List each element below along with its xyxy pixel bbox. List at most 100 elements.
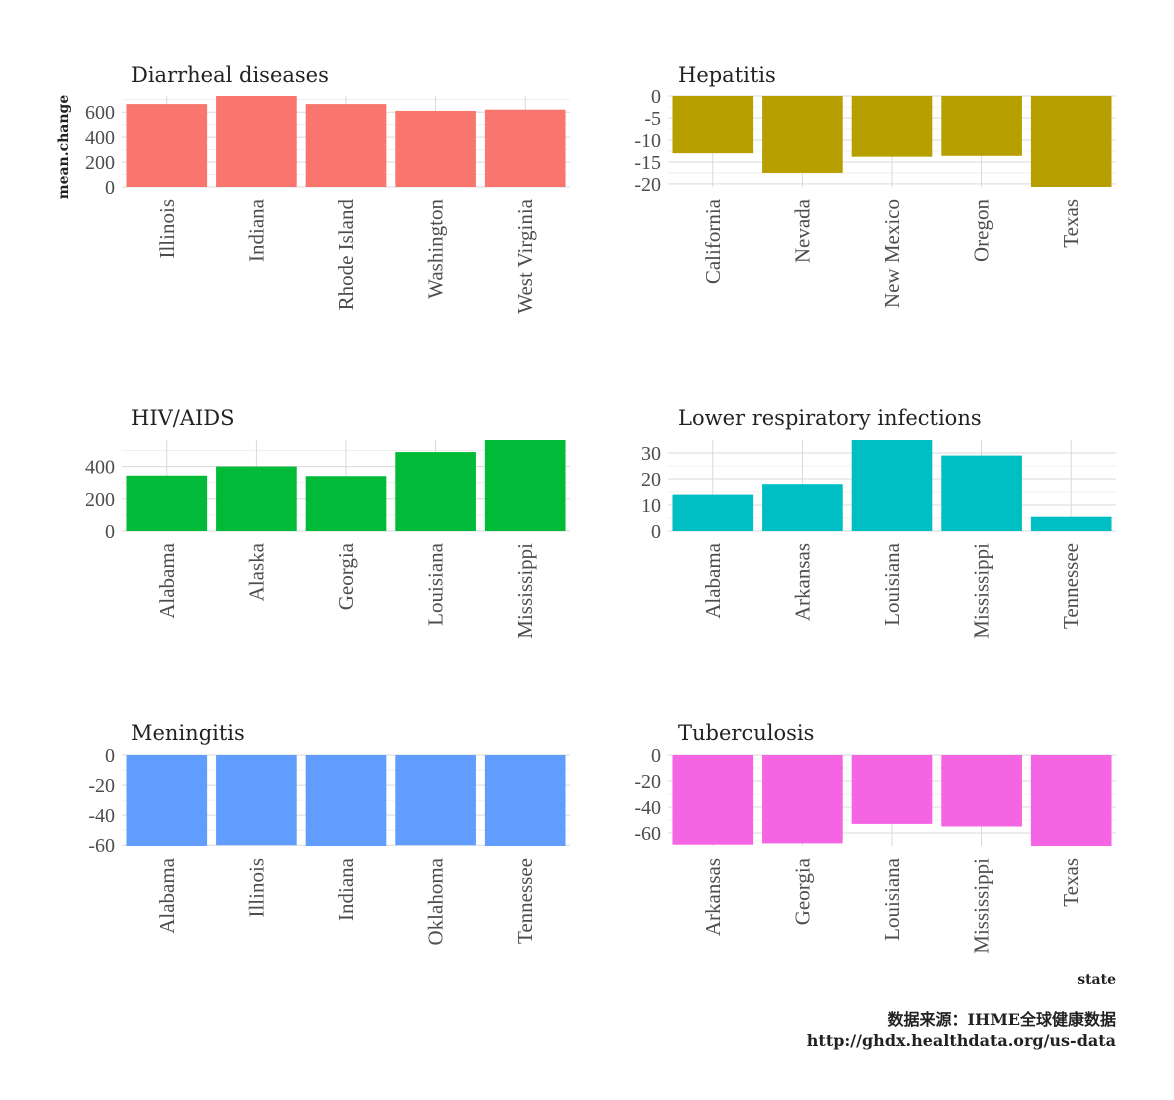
x-tick-label: Tennessee: [1059, 543, 1083, 629]
bar-mississippi: [941, 455, 1022, 531]
bar-alabama: [126, 475, 208, 531]
panel-title: Meningitis: [131, 721, 245, 745]
y-tick-label: -40: [88, 805, 115, 827]
y-tick-label: -40: [634, 797, 661, 819]
bar-arkansas: [762, 484, 843, 531]
panel-2: 0-5-10-15-20 California Nevada New Mexico Or…: [634, 63, 1116, 308]
bar-tennessee: [484, 755, 566, 846]
x-tick-label: Illinois: [155, 199, 179, 259]
x-tick-label: Alabama: [155, 857, 179, 933]
x-tick-label: West Virginia: [513, 198, 537, 313]
bar-georgia: [305, 476, 387, 531]
y-tick-label: -20: [634, 771, 661, 793]
x-tick-label: Arkansas: [790, 543, 814, 621]
y-tick-label: 0: [651, 745, 661, 767]
x-tick-label: New Mexico: [880, 199, 904, 308]
x-tick-label: Louisiana: [880, 542, 904, 625]
y-tick-label: 0: [651, 521, 661, 543]
y-tick-label: -15: [634, 152, 661, 174]
x-tick-label: Arkansas: [701, 858, 725, 936]
bar-west-virginia: [484, 109, 566, 187]
x-tick-label: Texas: [1059, 858, 1083, 907]
y-tick-label: 0: [105, 177, 115, 199]
y-tick-label: 400: [85, 127, 115, 149]
y-tick-label: 600: [85, 102, 115, 124]
bar-arkansas: [672, 755, 754, 845]
bar-louisiana: [851, 440, 933, 531]
bar-new-mexico: [851, 96, 933, 157]
panel-1: 0 200 400 600 Illinois Indiana Rhode Island Was…: [85, 63, 570, 314]
panel-title: HIV/AIDS: [131, 406, 235, 430]
bar-rhode-island: [305, 104, 387, 187]
panel-6: 0 -20 -40 -60 Arkansas Georgia Louisiana Missis…: [634, 721, 1116, 954]
x-tick-label: Alabama: [155, 542, 179, 618]
y-tick-label: 30: [641, 443, 661, 465]
y-tick-label: 0: [651, 86, 661, 108]
y-tick-label: -20: [88, 775, 115, 797]
panel-3: 0 200 400 Alabama Alaska Georgia Louisiana Miss…: [85, 406, 570, 639]
bar-alabama: [126, 755, 208, 846]
y-tick-label: 400: [85, 457, 115, 479]
panel-5: 0 -20 -40 -60 Alabama Illinois Indiana Oklahoma…: [88, 721, 570, 945]
x-tick-label: Oregon: [970, 199, 994, 262]
panel-title: Tuberculosis: [678, 721, 814, 745]
y-tick-label: -20: [634, 174, 661, 196]
x-tick-label: Texas: [1059, 199, 1083, 248]
caption-url: http://ghdx.healthdata.org/us-data: [807, 1031, 1116, 1050]
bar-oklahoma: [395, 755, 476, 846]
x-tick-label: California: [701, 198, 725, 284]
panel-title: Lower respiratory infections: [678, 406, 982, 430]
x-tick-label: Washington: [424, 199, 448, 299]
y-tick-label: 20: [641, 469, 661, 491]
x-tick-label: Rhode Island: [334, 199, 358, 311]
y-tick-label: -5: [644, 108, 661, 130]
y-tick-label: 0: [105, 745, 115, 767]
x-tick-label: Indiana: [244, 198, 268, 262]
x-tick-label: Nevada: [790, 198, 814, 263]
caption-source: 数据来源：IHME全球健康数据: [887, 1010, 1116, 1029]
bar-mississippi: [484, 440, 566, 531]
x-tick-label: Georgia: [790, 857, 814, 925]
bar-georgia: [762, 755, 843, 844]
y-tick-label: -10: [634, 130, 661, 152]
bar-indiana: [216, 96, 297, 187]
x-tick-label: Alaska: [244, 542, 268, 601]
bar-oregon: [941, 96, 1022, 156]
bar-nevada: [762, 96, 843, 173]
bar-california: [672, 96, 754, 154]
y-tick-label: 10: [641, 495, 661, 517]
bar-texas: [1030, 96, 1112, 187]
bar-indiana: [305, 755, 387, 846]
bar-louisiana: [851, 755, 933, 824]
x-tick-label: Georgia: [334, 542, 358, 610]
bar-mississippi: [941, 755, 1022, 827]
y-tick-label: -60: [88, 835, 115, 857]
panel-4: 0 10 20 30 Alabama Arkansas Louisiana Mississip…: [641, 406, 1116, 639]
bar-alaska: [216, 466, 297, 531]
bar-illinois: [216, 755, 297, 846]
y-tick-label: 200: [85, 152, 115, 174]
x-tick-label: Indiana: [334, 857, 358, 921]
panel-title: Diarrheal diseases: [131, 63, 329, 87]
y-axis-label: mean.change: [56, 95, 72, 200]
y-tick-label: 0: [105, 521, 115, 543]
x-tick-label: Oklahoma: [424, 857, 448, 945]
y-tick-label: -60: [634, 823, 661, 845]
panel-title: Hepatitis: [678, 63, 776, 87]
x-tick-label: Louisiana: [424, 542, 448, 625]
bar-alabama: [672, 494, 754, 531]
x-tick-label: Illinois: [244, 858, 268, 918]
bar-washington: [395, 110, 476, 187]
bar-texas: [1030, 755, 1112, 846]
bar-louisiana: [395, 452, 476, 531]
x-tick-label: Tennessee: [513, 858, 537, 944]
y-tick-label: 200: [85, 489, 115, 511]
x-tick-label: Mississippi: [513, 543, 537, 639]
x-tick-label: Alabama: [701, 542, 725, 618]
x-tick-label: Mississippi: [970, 858, 994, 954]
bar-illinois: [126, 104, 208, 187]
x-axis-label: state: [1077, 972, 1116, 988]
x-tick-label: Louisiana: [880, 857, 904, 940]
x-tick-label: Mississippi: [970, 543, 994, 639]
